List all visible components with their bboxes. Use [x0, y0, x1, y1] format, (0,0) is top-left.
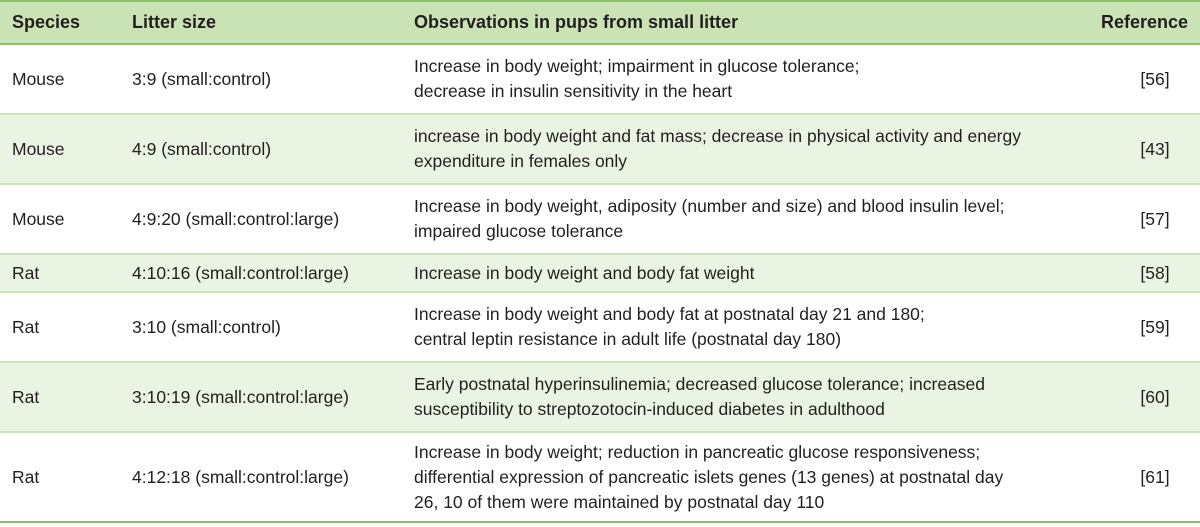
observation-line: Early postnatal hyperinsulinemia; decrea…: [414, 374, 986, 394]
table-row: Mouse 4:9:20 (small:control:large) Increas…: [0, 184, 1200, 255]
table-header: Species Litter size Observations in pups…: [0, 0, 1200, 45]
species-cell: Rat: [0, 362, 120, 433]
observations-cell: Increase in body weight; impairment in g…: [402, 44, 1080, 115]
header-litter-size: Litter size: [120, 0, 402, 45]
header-row: Species Litter size Observations in pups…: [0, 0, 1200, 45]
observation-line: impaired glucose tolerance: [414, 221, 624, 241]
reference-cell: [58]: [1080, 254, 1200, 293]
observation-line: Increase in body weight; reduction in pa…: [414, 441, 981, 462]
reference-cell: [57]: [1080, 184, 1200, 255]
table-row: Rat 3:10 (small:control) Increase in body …: [0, 292, 1200, 363]
observation-line: Increase in body weight and body fat at …: [414, 304, 925, 324]
table-row: Rat 4:12:18 (small:control:large) Increase…: [0, 432, 1200, 523]
observation-line: Increase in body weight, adiposity (numb…: [414, 196, 1005, 216]
observation-line: expenditure in females only: [414, 151, 628, 171]
table-row: Rat 3:10:19 (small:control:large) Early po…: [0, 362, 1200, 433]
litter-size-cell: 3:10:19 (small:control:large): [120, 362, 402, 433]
observations-cell: Early postnatal hyperinsulinemia; decrea…: [402, 362, 1080, 433]
table-row: Mouse 3:9 (small:control) Increase in body…: [0, 44, 1200, 115]
observation-line: Increase in body weight; impairment in g…: [414, 56, 860, 76]
table-body: Mouse 3:9 (small:control) Increase in body…: [0, 44, 1200, 523]
observation-line: Increase in body weight and body fat wei…: [414, 262, 755, 283]
reference-cell: [61]: [1080, 432, 1200, 523]
observation-line: 26, 10 of them were maintained by postna…: [414, 491, 825, 512]
observations-cell: Increase in body weight, adiposity (numb…: [402, 184, 1080, 255]
litter-size-cell: 3:9 (small:control): [120, 44, 402, 115]
species-cell: Rat: [0, 254, 120, 293]
species-cell: Rat: [0, 432, 120, 523]
header-observations: Observations in pups from small litter: [402, 0, 1080, 45]
table-row: Rat 4:10:16 (small:control:large) Increase…: [0, 254, 1200, 293]
species-cell: Mouse: [0, 184, 120, 255]
header-reference: Reference: [1080, 0, 1200, 45]
reference-cell: [43]: [1080, 114, 1200, 185]
observation-line: central leptin resistance in adult life …: [414, 329, 842, 349]
observation-line: decrease in insulin sensitivity in the h…: [414, 81, 733, 101]
observation-line: susceptibility to streptozotocin-induced…: [414, 399, 885, 419]
species-cell: Mouse: [0, 44, 120, 115]
observations-cell: Increase in body weight; reduction in pa…: [402, 432, 1080, 523]
reference-cell: [56]: [1080, 44, 1200, 115]
litter-size-cell: 4:9:20 (small:control:large): [120, 184, 402, 255]
reference-cell: [60]: [1080, 362, 1200, 433]
litter-size-cell: 4:10:16 (small:control:large): [120, 254, 402, 293]
observations-cell: increase in body weight and fat mass; de…: [402, 114, 1080, 185]
table-row: Mouse 4:9 (small:control) increase in body…: [0, 114, 1200, 185]
species-cell: Mouse: [0, 114, 120, 185]
litter-size-cell: 4:12:18 (small:control:large): [120, 432, 402, 523]
observations-cell: Increase in body weight and body fat at …: [402, 292, 1080, 363]
observations-cell: Increase in body weight and body fat wei…: [402, 254, 1080, 293]
reference-cell: [59]: [1080, 292, 1200, 363]
species-cell: Rat: [0, 292, 120, 363]
observation-line: increase in body weight and fat mass; de…: [414, 126, 1021, 146]
observation-line: differential expression of pancreatic is…: [414, 466, 1004, 487]
litter-size-cell: 4:9 (small:control): [120, 114, 402, 185]
litter-size-cell: 3:10 (small:control): [120, 292, 402, 363]
header-species: Species: [0, 0, 120, 45]
